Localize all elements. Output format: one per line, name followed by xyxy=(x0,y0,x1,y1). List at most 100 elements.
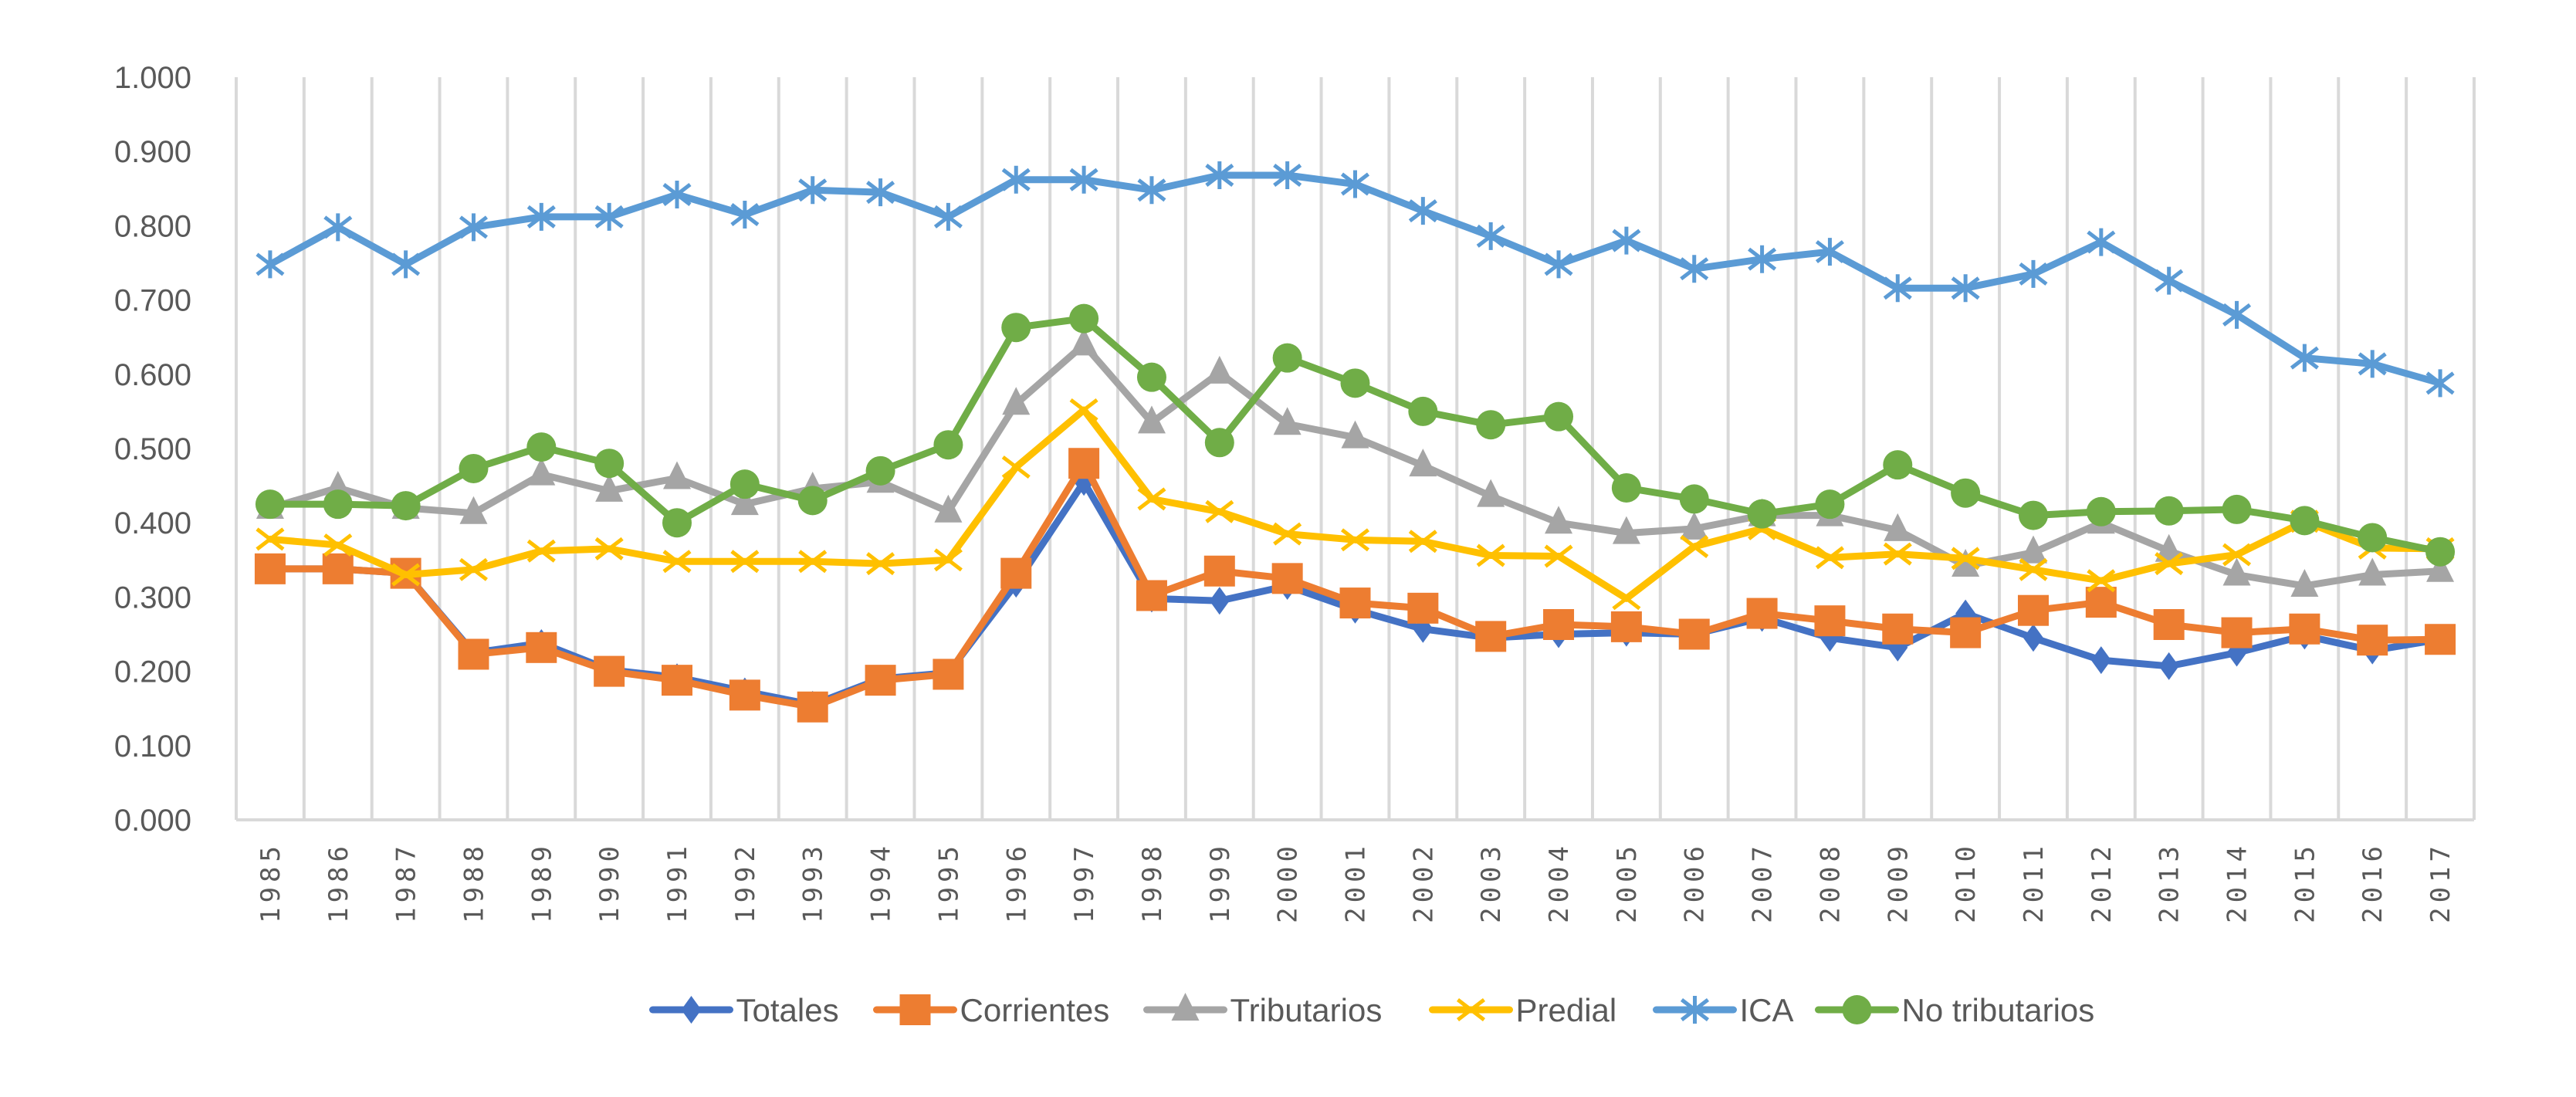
data-point xyxy=(1882,613,1914,645)
data-point xyxy=(2357,625,2388,656)
data-point xyxy=(1747,499,1777,529)
data-point xyxy=(2019,557,2048,581)
data-point xyxy=(1069,398,1098,422)
data-point xyxy=(729,679,760,711)
x-tick-label: 2005 xyxy=(1612,841,1643,923)
data-point xyxy=(1001,313,1031,343)
data-point xyxy=(1068,448,1100,479)
series-corrientes xyxy=(254,448,2456,723)
data-point xyxy=(323,533,353,557)
data-point xyxy=(1475,621,1507,652)
data-point xyxy=(2290,506,2320,536)
data-point xyxy=(526,539,556,563)
data-point xyxy=(2426,554,2455,582)
data-point xyxy=(730,487,759,516)
data-point xyxy=(2358,557,2387,586)
data-point xyxy=(1544,544,1573,568)
data-point xyxy=(255,489,285,520)
data-point xyxy=(391,250,421,279)
data-point xyxy=(1748,245,1777,273)
data-point xyxy=(1883,274,1912,303)
data-point xyxy=(1069,303,1099,334)
legend-label: Corrientes xyxy=(960,992,1110,1028)
data-point xyxy=(1137,176,1166,205)
data-point xyxy=(2358,350,2387,378)
data-point xyxy=(458,638,489,670)
data-point xyxy=(1815,546,1844,570)
data-point xyxy=(256,250,285,279)
x-tick-label: 2014 xyxy=(2222,841,2253,923)
data-point xyxy=(2425,537,2456,567)
data-point xyxy=(2090,646,2111,675)
data-point xyxy=(2155,533,2183,562)
data-point xyxy=(2222,494,2252,524)
data-point xyxy=(595,473,624,502)
data-point xyxy=(594,537,624,560)
data-point xyxy=(662,665,693,696)
data-point xyxy=(1272,343,1302,373)
data-point xyxy=(1205,499,1234,523)
y-tick-label: 1.000 xyxy=(114,61,191,95)
data-point xyxy=(866,552,895,576)
data-point xyxy=(1883,450,1913,480)
legend-label: Tributarios xyxy=(1230,992,1383,1028)
data-point xyxy=(1950,617,1982,648)
data-point xyxy=(1477,479,1505,507)
data-point xyxy=(797,691,828,723)
data-point xyxy=(1951,547,1980,571)
data-point xyxy=(1002,387,1031,415)
legend-marker xyxy=(1456,998,1486,1021)
data-point xyxy=(2158,652,2179,680)
data-point xyxy=(1209,587,1230,615)
data-point xyxy=(2222,300,2252,329)
y-tick-label: 0.300 xyxy=(114,581,191,615)
data-point xyxy=(1679,484,1709,514)
x-tick-label: 2006 xyxy=(1680,841,1711,923)
y-tick-label: 0.600 xyxy=(114,358,191,392)
data-point xyxy=(1273,522,1302,546)
data-point xyxy=(459,496,488,524)
data-point xyxy=(391,491,421,521)
x-tick-label: 1996 xyxy=(1001,841,1032,923)
data-point xyxy=(526,631,557,663)
x-tick-label: 2008 xyxy=(1815,841,1846,923)
data-point xyxy=(2155,552,2184,576)
data-point xyxy=(1069,165,1098,194)
x-tick-label: 1986 xyxy=(323,841,354,923)
data-point xyxy=(865,455,895,486)
data-point xyxy=(1476,410,1506,440)
data-point xyxy=(1408,530,1437,554)
data-point xyxy=(1408,197,1437,225)
x-tick-label: 1991 xyxy=(662,841,693,923)
data-point xyxy=(2155,266,2184,295)
y-axis: 0.000 0.100 0.200 0.300 0.400 0.500 0.600 0.700… xyxy=(114,61,191,838)
data-point xyxy=(2222,557,2251,586)
legend-item: Tributarios xyxy=(1143,992,1383,1028)
x-tick-label: 1989 xyxy=(526,841,557,923)
data-point xyxy=(594,655,625,687)
data-point xyxy=(730,200,760,229)
legend-marker xyxy=(899,994,931,1025)
data-point xyxy=(1340,528,1370,552)
x-tick-label: 1999 xyxy=(1205,841,1236,923)
series-line xyxy=(266,171,2444,387)
data-point xyxy=(797,486,828,516)
legend-item: Predial xyxy=(1429,992,1616,1028)
data-point xyxy=(1476,543,1505,567)
data-point xyxy=(2085,587,2117,618)
data-point xyxy=(1884,513,1912,541)
data-point xyxy=(1341,420,1369,449)
data-point xyxy=(933,202,963,231)
data-point xyxy=(1340,170,1370,198)
data-point xyxy=(1951,478,1981,508)
data-point xyxy=(526,202,556,231)
data-point xyxy=(1273,407,1302,435)
data-point xyxy=(1815,238,1844,266)
data-point xyxy=(662,180,692,208)
x-tick-label: 2015 xyxy=(2290,841,2320,923)
x-tick-label: 2004 xyxy=(1544,841,1575,923)
data-point xyxy=(2358,523,2388,553)
data-point xyxy=(1137,487,1166,511)
data-point xyxy=(322,553,354,584)
legend-item: Corrientes xyxy=(873,992,1110,1028)
